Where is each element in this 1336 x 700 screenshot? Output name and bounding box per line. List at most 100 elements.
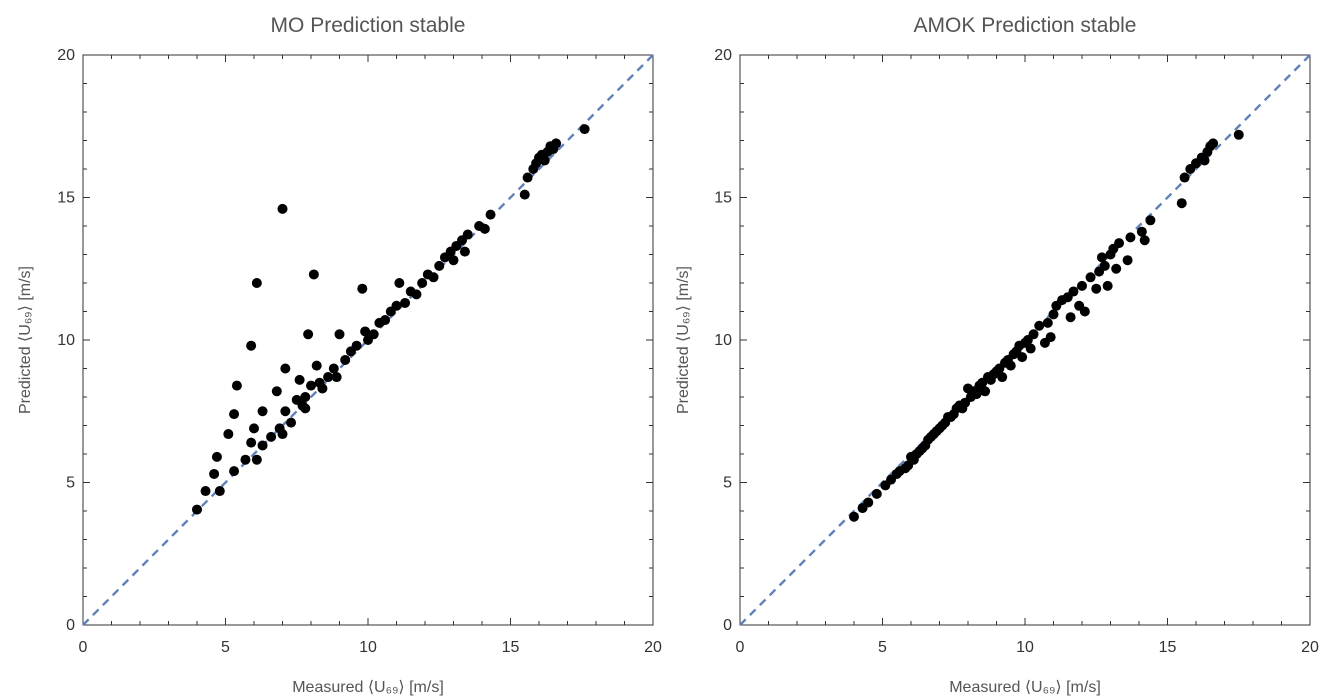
y-tick-label: 15 (714, 190, 732, 207)
data-point (257, 406, 268, 417)
data-point (1199, 155, 1210, 166)
data-point (368, 329, 379, 340)
data-point (849, 511, 859, 522)
data-point (522, 172, 533, 183)
data-point (428, 272, 439, 283)
data-point (1125, 232, 1136, 243)
data-point (1114, 238, 1125, 249)
y-tick-labels: 0 5 10 15 20 (57, 47, 75, 634)
data-point (334, 329, 345, 340)
x-axis-label: Measured ⟨U₆₉⟩ [m/s] (292, 679, 444, 696)
y-axis-label: Predicted ⟨U₆₉⟩ [m/s] (675, 266, 692, 414)
data-point (286, 417, 297, 428)
data-point (1099, 260, 1110, 271)
data-point (229, 409, 240, 420)
data-point (1034, 320, 1045, 331)
y-tick-label: 10 (714, 332, 732, 349)
data-point (240, 454, 251, 465)
data-point (257, 440, 268, 451)
data-point (997, 372, 1008, 383)
data-point (229, 466, 240, 477)
x-tick-label: 0 (79, 639, 88, 656)
data-point (271, 386, 282, 397)
data-point (357, 283, 368, 294)
x-tick-label: 20 (1301, 639, 1319, 656)
data-point (1028, 329, 1039, 340)
data-point (251, 278, 262, 288)
data-points (192, 124, 590, 515)
data-point (1079, 306, 1090, 317)
x-tick-label: 15 (502, 639, 520, 656)
x-tick-label: 20 (644, 639, 662, 656)
data-point (1005, 360, 1016, 371)
data-point (211, 451, 222, 462)
data-point (192, 504, 202, 515)
data-point (360, 326, 371, 337)
x-tick-label: 15 (1159, 639, 1177, 656)
y-axis-label: Predicted ⟨U₆₉⟩ [m/s] (17, 266, 34, 414)
data-point (1048, 309, 1059, 320)
data-point (448, 255, 459, 266)
data-point (280, 406, 291, 417)
data-point (1085, 272, 1096, 283)
y-tick-label: 10 (57, 332, 75, 349)
data-point (1122, 255, 1133, 266)
y-tick-label: 0 (723, 617, 732, 634)
data-point (479, 223, 490, 234)
data-point (303, 329, 314, 340)
data-point (294, 374, 305, 385)
plot-title: AMOK Prediction stable (914, 14, 1137, 37)
data-point (1077, 280, 1087, 291)
y-tick-label: 5 (723, 475, 732, 492)
data-point (1176, 198, 1187, 209)
data-point (351, 340, 362, 351)
data-point (863, 497, 874, 508)
y-tick-labels: 0 5 10 15 20 (714, 47, 732, 634)
data-point (340, 354, 351, 365)
data-point (380, 315, 391, 326)
data-point (1068, 286, 1079, 297)
x-axis-label: Measured ⟨U₆₉⟩ [m/s] (949, 679, 1101, 696)
data-point (280, 363, 291, 374)
data-point (871, 488, 882, 499)
data-point (1136, 226, 1147, 237)
data-point (300, 392, 311, 402)
tick-marks (82, 54, 654, 626)
data-point (331, 372, 342, 383)
data-point (246, 437, 257, 448)
data-point (323, 372, 334, 383)
data-point (311, 360, 322, 371)
data-point (539, 155, 550, 166)
x-tick-label: 0 (736, 639, 745, 656)
data-point (277, 203, 288, 214)
data-points (849, 129, 1244, 522)
x-tick-labels: 0 5 10 15 20 (79, 639, 662, 656)
x-tick-label: 10 (1016, 639, 1034, 656)
data-point (209, 468, 220, 479)
x-tick-label: 10 (359, 639, 377, 656)
data-point (579, 124, 590, 135)
data-point (1233, 129, 1244, 140)
y-tick-label: 20 (57, 47, 75, 64)
data-point (300, 403, 311, 414)
data-point (1091, 283, 1102, 294)
data-point (1111, 263, 1122, 274)
y-tick-label: 15 (57, 190, 75, 207)
data-point (1045, 332, 1056, 343)
data-point (328, 363, 339, 374)
data-point (223, 429, 234, 440)
data-point (1017, 352, 1028, 363)
data-point (394, 278, 405, 288)
data-point (462, 229, 473, 240)
data-point (1139, 235, 1150, 246)
data-point (434, 260, 445, 271)
y-tick-label: 20 (714, 47, 732, 64)
data-point (411, 289, 422, 300)
x-tick-label: 5 (878, 639, 887, 656)
x-tick-labels: 0 5 10 15 20 (736, 639, 1319, 656)
data-point (1102, 280, 1113, 291)
data-point (485, 209, 496, 220)
data-point (519, 189, 530, 200)
data-point (417, 278, 428, 288)
